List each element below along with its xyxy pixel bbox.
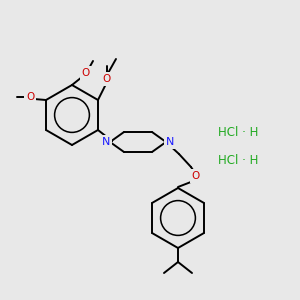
Text: O: O — [82, 68, 90, 78]
Text: HCl · H: HCl · H — [218, 154, 258, 166]
Text: O: O — [26, 92, 34, 102]
Text: HCl · H: HCl · H — [218, 125, 258, 139]
Text: N: N — [102, 137, 110, 147]
Text: O: O — [192, 171, 200, 181]
Text: O: O — [103, 74, 111, 84]
Text: N: N — [166, 137, 174, 147]
